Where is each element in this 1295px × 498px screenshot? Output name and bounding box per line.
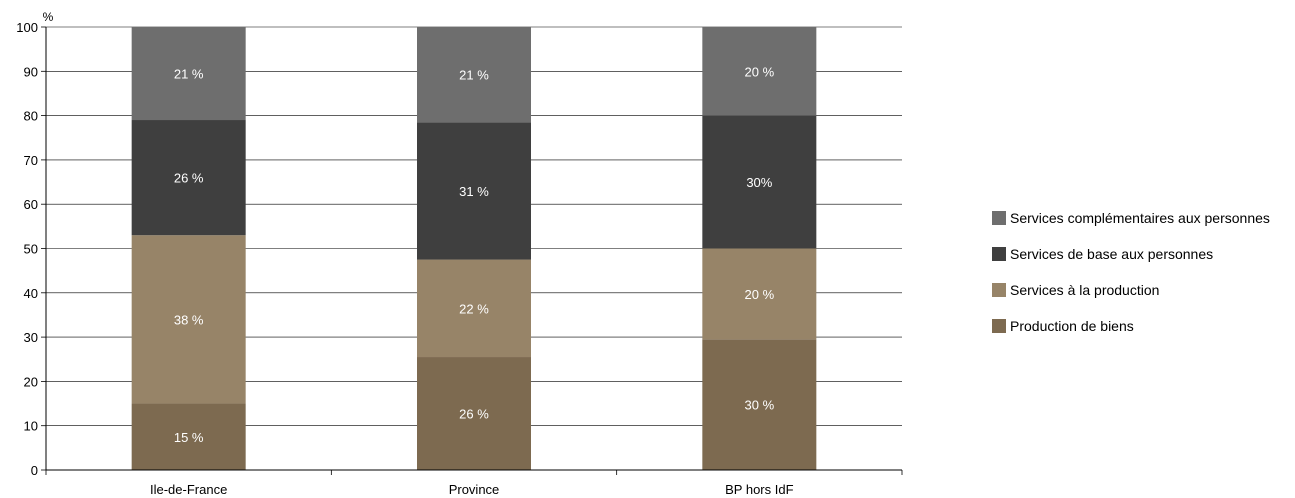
y-unit-label: % <box>43 10 54 24</box>
data-label: 38 % <box>174 312 204 327</box>
legend-item: Services complémentaires aux personnes <box>992 207 1270 229</box>
x-category-label: Ile-de-France <box>150 482 227 497</box>
y-tick-label: 40 <box>24 286 38 301</box>
y-tick-label: 10 <box>24 419 38 434</box>
bar-segment <box>417 122 531 260</box>
bar-segment <box>702 115 817 249</box>
bar-segment <box>417 27 531 123</box>
bar-segment <box>702 27 817 116</box>
legend-swatch <box>992 319 1006 333</box>
data-label: 31 % <box>459 184 489 199</box>
data-label: 30% <box>746 175 772 190</box>
data-label: 30 % <box>745 398 775 413</box>
data-label: 26 % <box>459 407 489 422</box>
legend-item: Services de base aux personnes <box>992 243 1270 265</box>
legend-label: Services à la production <box>1010 282 1160 298</box>
y-tick-label: 80 <box>24 109 38 124</box>
x-category-label: Province <box>449 482 500 497</box>
data-label: 20 % <box>745 64 775 79</box>
bars <box>131 27 817 470</box>
x-category-label: BP hors IdF <box>725 482 793 497</box>
bar-segment <box>131 403 246 470</box>
y-tick-label: 0 <box>31 463 38 478</box>
data-label: 20 % <box>745 287 775 302</box>
data-label: 22 % <box>459 301 489 316</box>
bar-segment <box>417 259 531 358</box>
legend-swatch <box>992 247 1006 261</box>
legend-swatch <box>992 283 1006 297</box>
y-tick-label: 100 <box>16 20 38 35</box>
legend-label: Services complémentaires aux personnes <box>1010 210 1270 226</box>
legend-label: Production de biens <box>1010 318 1134 334</box>
y-tick-label: 50 <box>24 242 38 257</box>
bar-segment <box>417 357 531 470</box>
y-tick-label: 60 <box>24 197 38 212</box>
bar-segment <box>131 27 246 121</box>
legend: Services complémentaires aux personnes Se… <box>992 207 1270 351</box>
data-label: 21 % <box>459 68 489 83</box>
labels: 0 10 20 30 40 50 60 70 80 90 100% 15 % 38 % 26 % 21 % I… <box>16 10 793 497</box>
y-tick-label: 20 <box>24 374 38 389</box>
data-label: 21 % <box>174 67 204 82</box>
legend-item: Production de biens <box>992 315 1270 337</box>
bar-segment <box>131 120 246 236</box>
legend-swatch <box>992 211 1006 225</box>
legend-label: Services de base aux personnes <box>1010 246 1214 262</box>
legend-item: Services à la production <box>992 279 1270 301</box>
bar-segment <box>702 339 817 470</box>
y-tick-label: 30 <box>24 330 38 345</box>
y-tick-label: 70 <box>24 153 38 168</box>
bar-segment <box>131 235 246 404</box>
data-label: 26 % <box>174 171 204 186</box>
bar-segment <box>702 248 817 340</box>
axes <box>41 26 903 475</box>
data-label: 15 % <box>174 430 204 445</box>
y-tick-label: 90 <box>24 64 38 79</box>
